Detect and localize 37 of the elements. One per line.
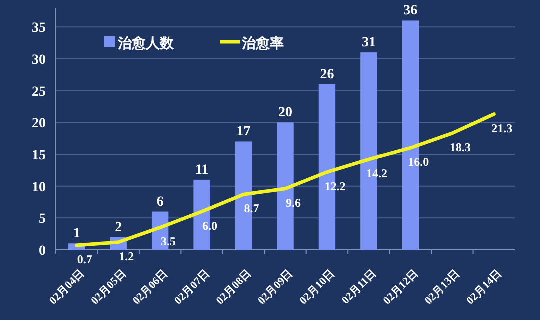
x-tick-label: 02月04日 xyxy=(47,268,87,308)
data-label: 11 xyxy=(195,162,209,178)
data-label: 16.0 xyxy=(408,155,430,170)
y-tick-label: 5 xyxy=(39,212,46,228)
y-tick-label: 30 xyxy=(32,52,46,68)
data-label: 12.2 xyxy=(324,179,346,194)
data-label: 26 xyxy=(320,67,334,82)
data-label: 6 xyxy=(156,194,164,210)
x-tick-label: 02月14日 xyxy=(464,268,504,308)
x-tick-label: 02月13日 xyxy=(422,268,463,308)
x-tick-label: 02月08日 xyxy=(214,268,254,308)
data-label: 14.2 xyxy=(366,166,388,181)
x-tick-label: 02月07日 xyxy=(172,268,212,308)
x-tick-label: 02月09日 xyxy=(256,268,296,308)
legend-label: 治愈人数 xyxy=(117,36,175,52)
data-label: 31 xyxy=(362,36,376,51)
x-tick-label: 02月12日 xyxy=(381,268,421,308)
data-label: 2 xyxy=(115,220,122,236)
y-tick-label: 35 xyxy=(32,21,46,36)
data-label: 1.2 xyxy=(119,249,134,264)
data-label: 21.3 xyxy=(492,121,513,136)
y-tick-label: 10 xyxy=(32,180,46,196)
data-label: 20 xyxy=(278,106,292,121)
x-tick-label: 02月05日 xyxy=(89,268,129,308)
x-tick-label: 02月06日 xyxy=(130,268,170,308)
data-label: 1 xyxy=(73,226,80,242)
data-label: 36 xyxy=(404,4,418,19)
data-label: 18.3 xyxy=(450,140,471,154)
y-tick-label: 20 xyxy=(32,116,46,132)
y-tick-label: 15 xyxy=(32,148,46,164)
y-tick-label: 25 xyxy=(32,84,46,100)
x-tick-label: 02月10日 xyxy=(298,268,338,308)
data-label: 17 xyxy=(236,124,251,140)
x-tick-label: 02月11日 xyxy=(340,268,380,307)
legend-label: 治愈率 xyxy=(241,35,284,52)
y-tick-label: 0 xyxy=(39,244,46,259)
data-label: 0.7 xyxy=(77,252,92,267)
